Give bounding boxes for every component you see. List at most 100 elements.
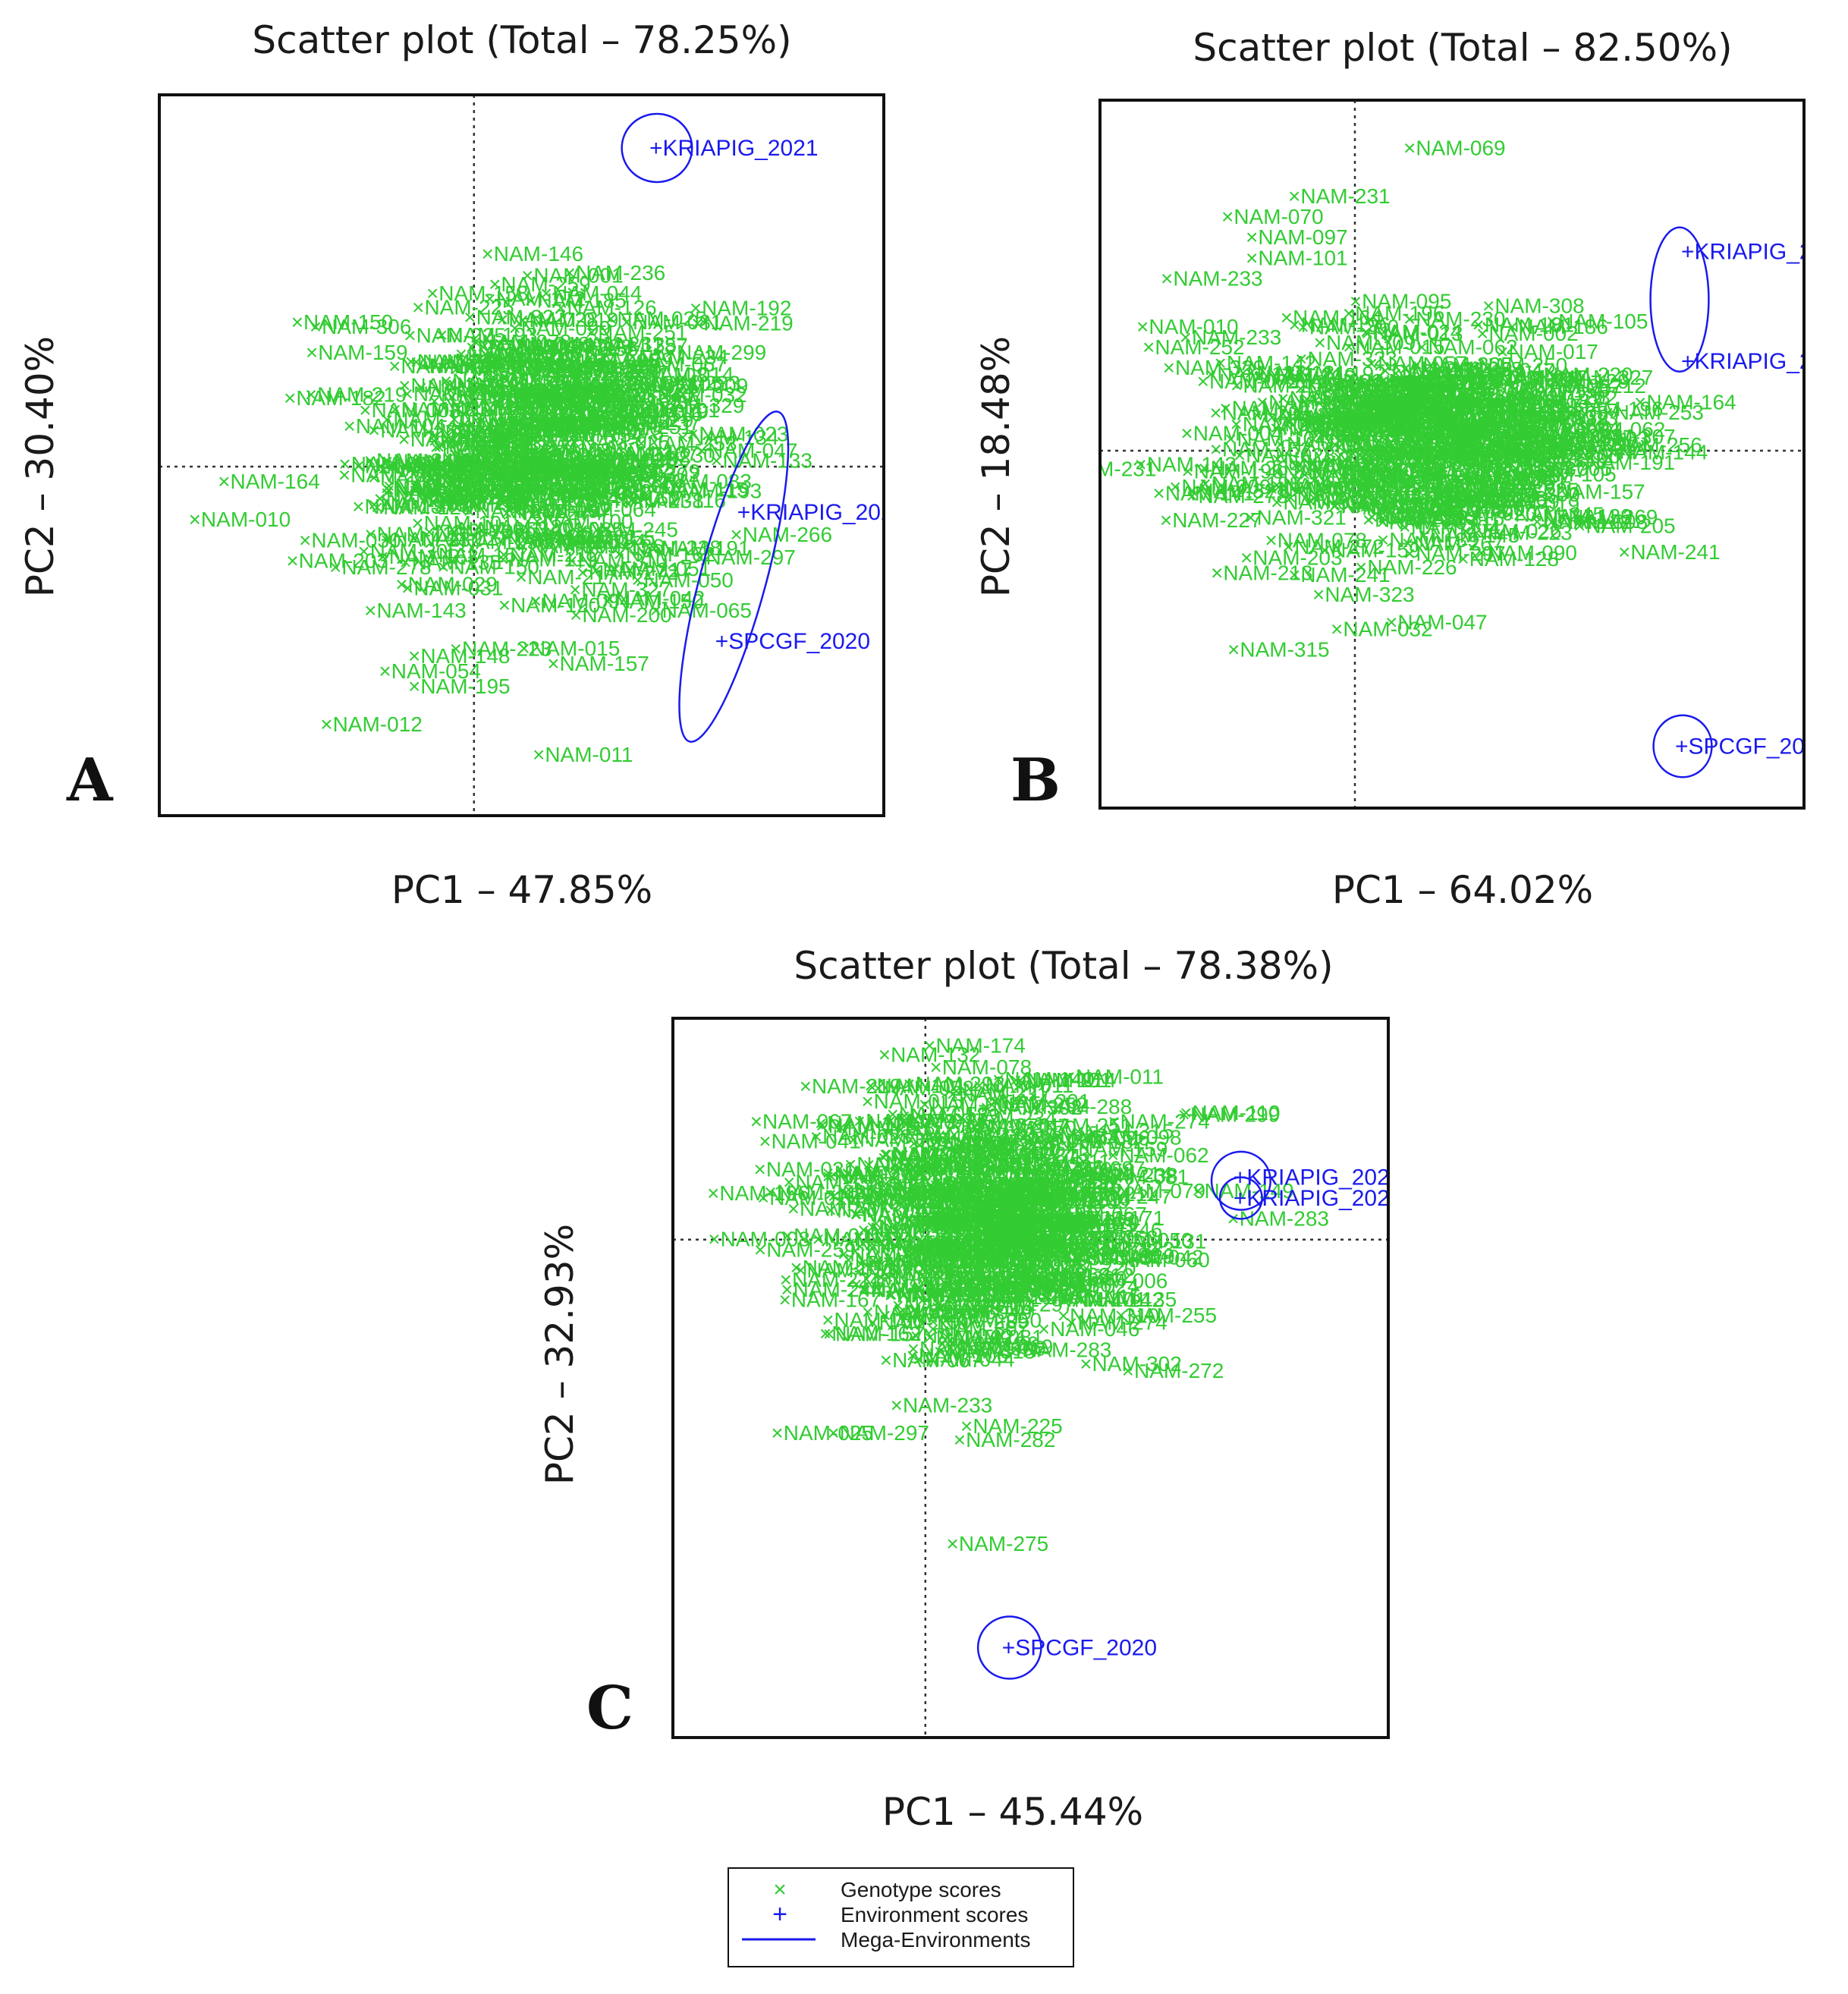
genotype-point: ×NAM-046 bbox=[1453, 471, 1555, 495]
genotype-point: ×NAM-275 bbox=[947, 1532, 1049, 1555]
genotype-point: ×NAM-240 bbox=[592, 384, 694, 407]
genotype-point: ×NAM-262 bbox=[857, 1219, 960, 1242]
genotype-point: ×NAM-226 bbox=[1029, 1187, 1131, 1210]
genotype-point: ×NAM-130 bbox=[942, 1224, 1045, 1247]
genotype-point: ×NAM-278 bbox=[1051, 1238, 1153, 1261]
genotype-point: ×NAM-084 bbox=[1359, 442, 1461, 466]
genotype-point: ×NAM-314 bbox=[1469, 429, 1571, 452]
genotype-point: ×NAM-212 bbox=[446, 385, 548, 409]
genotype-point: ×NAM-167 bbox=[1020, 1165, 1122, 1188]
genotype-point: ×NAM-055 bbox=[1454, 430, 1556, 454]
genotype-point: ×NAM-200 bbox=[1307, 427, 1410, 451]
genotype-point: ×NAM-194 bbox=[421, 464, 523, 487]
genotype-point: ×NAM-108 bbox=[442, 452, 545, 476]
genotype-point: ×NAM-104 bbox=[1457, 438, 1559, 461]
genotype-point: ×NAM-022 bbox=[935, 1203, 1037, 1226]
genotype-point: ×NAM-054 bbox=[379, 659, 481, 683]
genotype-point: ×NAM-289 bbox=[952, 1219, 1054, 1242]
genotype-point: ×NAM-004 bbox=[1180, 422, 1283, 445]
genotype-point: ×NAM-306 bbox=[898, 1189, 1001, 1212]
genotype-point: ×NAM-201 bbox=[988, 1090, 1091, 1113]
genotype-point: ×NAM-277 bbox=[879, 1304, 982, 1327]
genotype-point: ×NAM-136 bbox=[885, 1283, 988, 1307]
genotype-point: ×NAM-092 bbox=[1001, 1129, 1103, 1153]
genotype-point: ×NAM-025 bbox=[429, 468, 532, 492]
genotype-point: ×NAM-105 bbox=[467, 379, 569, 402]
genotype-point: ×NAM-239 bbox=[946, 1261, 1048, 1285]
legend: × Genotype scores + Environment scores M… bbox=[728, 1867, 1074, 1967]
genotype-point: ×NAM-220 bbox=[550, 394, 652, 417]
genotype-point: ×NAM-149 bbox=[1469, 424, 1572, 448]
genotype-point: ×NAM-020 bbox=[575, 448, 677, 471]
panel-c-frame bbox=[671, 1017, 1390, 1739]
genotype-point: ×NAM-263 bbox=[556, 359, 658, 382]
genotype-point: ×NAM-109 bbox=[426, 490, 529, 514]
genotype-point: ×NAM-223 bbox=[482, 363, 585, 387]
genotype-point: ×NAM-188 bbox=[985, 1254, 1088, 1278]
genotype-point: ×NAM-068 bbox=[844, 1231, 946, 1255]
genotype-point: ×NAM-134 bbox=[541, 423, 643, 447]
genotype-point: ×NAM-280 bbox=[1025, 1266, 1127, 1290]
genotype-point: ×NAM-019 bbox=[517, 308, 619, 332]
panel-a: Scatter plot (Total – 78.25%) PC1 – 47.8… bbox=[18, 18, 885, 912]
genotype-point: ×NAM-301 bbox=[1317, 423, 1419, 446]
genotype-point: ×NAM-100 bbox=[1428, 465, 1530, 489]
genotype-point: ×NAM-200 bbox=[570, 603, 672, 627]
genotype-point: ×NAM-315 bbox=[1227, 638, 1330, 662]
genotype-point: ×NAM-147 bbox=[968, 1115, 1070, 1138]
genotype-point: ×NAM-196 bbox=[1059, 1243, 1161, 1266]
genotype-point: ×NAM-067 bbox=[624, 352, 727, 376]
genotype-point: ×NAM-294 bbox=[1413, 370, 1515, 393]
genotype-point: ×NAM-089 bbox=[550, 482, 652, 505]
genotype-point: ×NAM-101 bbox=[486, 384, 588, 407]
genotype-point: ×NAM-321 bbox=[1244, 506, 1347, 530]
genotype-point: ×NAM-228 bbox=[1458, 395, 1560, 418]
genotype-point: ×NAM-297 bbox=[1377, 379, 1479, 403]
genotype-point: ×NAM-322 bbox=[889, 1233, 992, 1256]
genotype-point: ×NAM-245 bbox=[1502, 502, 1604, 526]
genotype-point: ×NAM-084 bbox=[1427, 478, 1529, 502]
genotype-point: ×NAM-133 bbox=[898, 1104, 1001, 1128]
genotype-point: ×NAM-162 bbox=[935, 1175, 1038, 1199]
genotype-point: ×NAM-145 bbox=[1418, 524, 1520, 547]
genotype-point: ×NAM-097 bbox=[1246, 225, 1348, 249]
genotype-point: ×NAM-038 bbox=[1315, 408, 1417, 432]
panel-b-letter: B bbox=[1010, 746, 1061, 815]
genotype-point: ×NAM-128 bbox=[1398, 370, 1501, 394]
genotype-point: ×NAM-291 bbox=[902, 1208, 1004, 1231]
genotype-point: ×NAM-162 bbox=[613, 543, 715, 566]
genotype-point: ×NAM-101 bbox=[1045, 1288, 1147, 1311]
genotype-point: ×NAM-165 bbox=[514, 344, 617, 368]
genotype-point: ×NAM-218 bbox=[1250, 404, 1353, 427]
genotype-point: ×NAM-043 bbox=[949, 1244, 1051, 1268]
genotype-point: ×NAM-253 bbox=[955, 1131, 1058, 1155]
genotype-point: ×NAM-309 bbox=[1314, 331, 1416, 354]
genotype-point: ×NAM-249 bbox=[536, 418, 638, 442]
genotype-point: ×NAM-066 bbox=[470, 379, 573, 403]
genotype-point: ×NAM-044 bbox=[517, 452, 619, 476]
genotype-point: ×NAM-120 bbox=[1014, 1174, 1116, 1197]
genotype-point: ×NAM-302 bbox=[1080, 1352, 1182, 1376]
genotype-point: ×NAM-219 bbox=[424, 467, 526, 491]
genotype-point: ×NAM-172 bbox=[423, 420, 525, 444]
genotype-point: ×NAM-159 bbox=[523, 382, 625, 406]
genotype-point: ×NAM-011 bbox=[533, 743, 633, 766]
genotype-point: ×NAM-232 bbox=[1469, 464, 1572, 488]
genotype-point: ×NAM-053 bbox=[887, 1102, 989, 1126]
genotype-point: ×NAM-174 bbox=[923, 1034, 1026, 1058]
genotype-point: ×NAM-230 bbox=[889, 1159, 992, 1182]
genotype-point: ×NAM-053 bbox=[935, 1184, 1038, 1208]
genotype-point: ×NAM-018 bbox=[1332, 380, 1435, 404]
genotype-point: ×NAM-297 bbox=[973, 1293, 1075, 1316]
genotype-point: ×NAM-034 bbox=[352, 454, 454, 478]
genotype-point: ×NAM-259 bbox=[754, 1238, 856, 1261]
genotype-point: ×NAM-155 bbox=[1472, 440, 1574, 464]
genotype-point: ×NAM-311 bbox=[1010, 1150, 1111, 1173]
genotype-point: ×NAM-025 bbox=[605, 307, 707, 330]
genotype-point: ×NAM-255 bbox=[1277, 387, 1379, 410]
genotype-point: ×NAM-004 bbox=[908, 1206, 1010, 1230]
genotype-point: ×NAM-006 bbox=[1066, 1269, 1168, 1292]
genotype-point: ×NAM-011 bbox=[1064, 1065, 1164, 1089]
panel-c-letter: C bbox=[586, 1674, 633, 1743]
genotype-point: ×NAM-234 bbox=[915, 1240, 1017, 1263]
